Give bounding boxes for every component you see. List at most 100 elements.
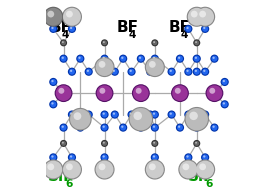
Circle shape (43, 160, 63, 180)
Circle shape (222, 101, 228, 107)
Circle shape (130, 108, 152, 130)
Circle shape (49, 100, 58, 108)
Circle shape (170, 112, 172, 115)
Circle shape (151, 55, 159, 63)
Circle shape (153, 155, 155, 158)
Circle shape (223, 80, 225, 82)
Circle shape (153, 142, 155, 144)
Circle shape (138, 125, 144, 131)
Circle shape (101, 69, 108, 75)
Circle shape (153, 57, 155, 59)
Circle shape (184, 25, 192, 33)
Circle shape (196, 8, 214, 26)
Circle shape (133, 85, 149, 101)
Circle shape (176, 55, 184, 63)
Circle shape (111, 68, 119, 76)
Circle shape (43, 7, 63, 27)
Circle shape (113, 70, 115, 72)
Circle shape (74, 112, 81, 120)
Circle shape (100, 68, 109, 76)
Text: SiF: SiF (187, 169, 214, 184)
Circle shape (95, 160, 115, 180)
Circle shape (99, 163, 105, 170)
Circle shape (188, 8, 206, 26)
Circle shape (152, 112, 158, 118)
Circle shape (62, 142, 64, 144)
Circle shape (176, 123, 184, 132)
Circle shape (68, 25, 76, 33)
Circle shape (100, 55, 109, 63)
Circle shape (132, 84, 150, 102)
Circle shape (61, 141, 66, 146)
Circle shape (66, 11, 73, 17)
Circle shape (69, 108, 92, 131)
Circle shape (51, 80, 54, 82)
Circle shape (152, 40, 157, 45)
Circle shape (69, 112, 75, 118)
Circle shape (149, 61, 156, 68)
Circle shape (168, 68, 176, 76)
Circle shape (171, 84, 189, 102)
Circle shape (185, 154, 191, 160)
Circle shape (119, 55, 127, 63)
Circle shape (62, 57, 64, 59)
Circle shape (69, 26, 75, 32)
Circle shape (210, 123, 219, 132)
Circle shape (50, 154, 56, 160)
Circle shape (203, 27, 205, 29)
Circle shape (212, 57, 215, 59)
Circle shape (146, 68, 154, 76)
Circle shape (193, 123, 201, 132)
Circle shape (189, 112, 198, 120)
Circle shape (222, 79, 228, 85)
Circle shape (113, 112, 115, 115)
Circle shape (121, 57, 123, 59)
Circle shape (172, 85, 188, 101)
Circle shape (209, 88, 215, 94)
Circle shape (201, 153, 209, 161)
Circle shape (101, 56, 108, 62)
Circle shape (202, 154, 208, 160)
Circle shape (205, 84, 224, 102)
Text: BF: BF (49, 20, 72, 35)
Circle shape (133, 112, 142, 120)
Circle shape (145, 160, 165, 180)
Circle shape (182, 163, 189, 170)
Circle shape (48, 163, 54, 170)
Circle shape (68, 153, 76, 161)
Circle shape (151, 68, 159, 76)
Circle shape (137, 55, 145, 63)
Circle shape (70, 112, 72, 115)
Circle shape (119, 123, 127, 132)
Circle shape (201, 110, 209, 119)
Circle shape (195, 112, 197, 115)
Circle shape (59, 123, 68, 132)
Circle shape (147, 69, 153, 75)
Circle shape (61, 56, 66, 62)
Circle shape (152, 56, 158, 62)
Circle shape (68, 68, 76, 76)
Circle shape (194, 40, 199, 45)
Circle shape (210, 55, 219, 63)
Circle shape (184, 107, 209, 132)
Circle shape (120, 125, 126, 131)
Circle shape (86, 112, 92, 118)
Text: 4: 4 (128, 30, 136, 40)
Circle shape (54, 84, 73, 102)
Circle shape (153, 41, 155, 43)
Circle shape (51, 27, 54, 29)
Circle shape (49, 153, 58, 161)
Text: BF: BF (117, 20, 139, 35)
Circle shape (152, 141, 157, 146)
Text: 4: 4 (181, 30, 188, 40)
Circle shape (151, 140, 158, 147)
Circle shape (61, 125, 66, 131)
Circle shape (186, 70, 189, 72)
Circle shape (101, 140, 108, 147)
Circle shape (128, 112, 135, 118)
Circle shape (145, 57, 165, 77)
Circle shape (61, 40, 66, 45)
Circle shape (147, 112, 153, 118)
Circle shape (146, 161, 164, 178)
Circle shape (220, 100, 229, 108)
